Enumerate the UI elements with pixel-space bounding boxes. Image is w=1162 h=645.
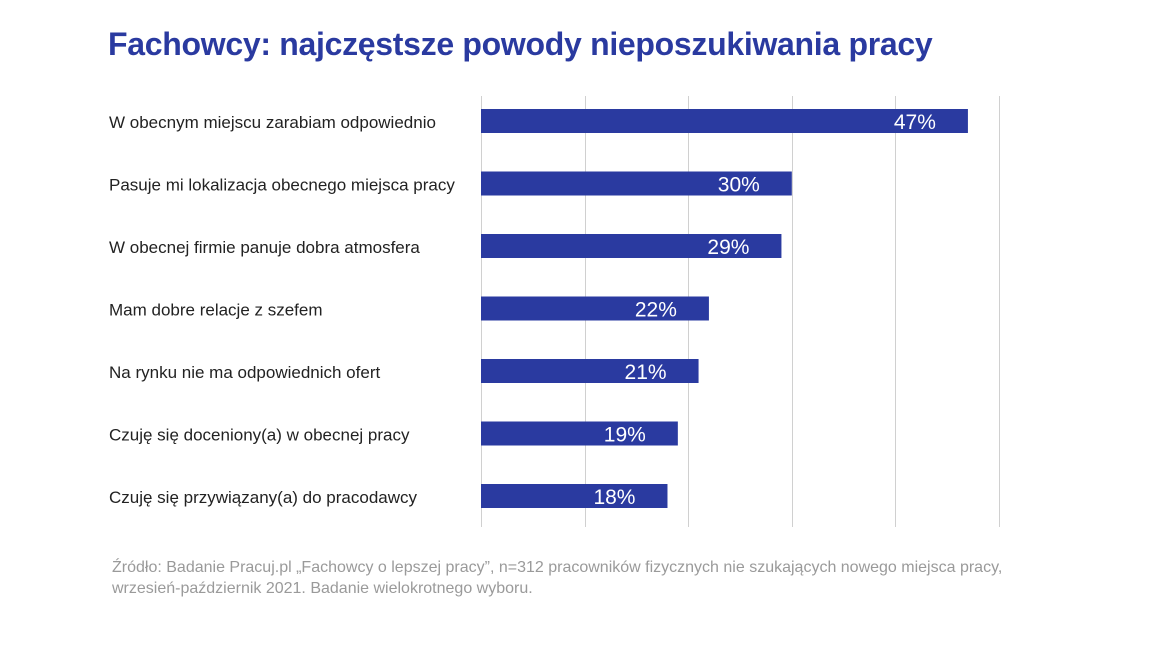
source-note: Źródło: Badanie Pracuj.pl „Fachowcy o le…	[112, 559, 1003, 597]
bar-2	[481, 171, 792, 196]
category-label-2: Pasuje mi lokalizacja obecnego miejsca p…	[109, 176, 455, 195]
value-label-2: 30%	[718, 174, 760, 197]
bars	[481, 109, 968, 508]
bar-1	[481, 109, 968, 133]
bar-6	[481, 421, 678, 446]
value-label-1: 47%	[894, 111, 936, 134]
chart-title: Fachowcy: najczęstsze powody nieposzukiw…	[108, 26, 933, 62]
category-label-7: Czuję się przywiązany(a) do pracodawcy	[109, 488, 418, 507]
category-label-3: W obecnej firmie panuje dobra atmosfera	[109, 238, 420, 257]
value-label-3: 29%	[707, 236, 749, 259]
category-label-5: Na rynku nie ma odpowiednich ofert	[109, 363, 380, 382]
value-label-4: 22%	[635, 299, 677, 322]
bar-4	[481, 296, 709, 321]
category-labels: W obecnym miejscu zarabiam odpowiednio Pa…	[109, 113, 455, 507]
category-label-1: W obecnym miejscu zarabiam odpowiednio	[109, 113, 436, 132]
value-label-7: 18%	[593, 486, 635, 509]
category-label-6: Czuję się doceniony(a) w obecnej pracy	[109, 426, 410, 445]
bar-3	[481, 234, 782, 258]
value-label-6: 19%	[604, 424, 646, 447]
value-labels: 47% 30% 29% 22% 21% 19% 18%	[593, 111, 935, 509]
value-label-5: 21%	[625, 361, 667, 384]
bar-7	[481, 484, 668, 508]
bar-5	[481, 359, 699, 383]
category-label-4: Mam dobre relacje z szefem	[109, 301, 323, 320]
